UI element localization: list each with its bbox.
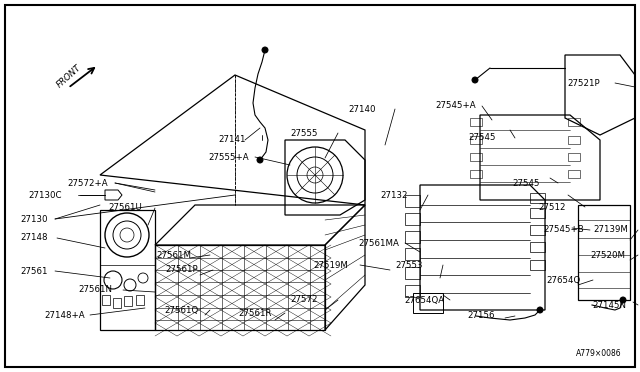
Text: 27555: 27555 — [290, 128, 317, 138]
Text: 27561Q: 27561Q — [164, 305, 198, 314]
Bar — [470, 136, 482, 144]
Text: 27140: 27140 — [348, 105, 376, 113]
Bar — [530, 260, 545, 270]
Bar — [405, 231, 420, 243]
Bar — [405, 248, 420, 260]
Text: 27130C: 27130C — [28, 190, 61, 199]
Text: 27561M: 27561M — [156, 250, 191, 260]
Text: 27139M: 27139M — [593, 225, 628, 234]
Text: 27520M: 27520M — [590, 250, 625, 260]
Text: 27145N: 27145N — [592, 301, 626, 310]
Bar — [568, 153, 580, 161]
Text: 27555+A: 27555+A — [208, 153, 248, 161]
Text: 27561N: 27561N — [78, 285, 112, 295]
Text: A779×0086: A779×0086 — [577, 349, 622, 358]
Bar — [102, 295, 110, 305]
Circle shape — [620, 297, 626, 303]
Text: 27141: 27141 — [218, 135, 246, 144]
Bar — [530, 208, 545, 218]
Bar — [405, 267, 420, 279]
Text: 27545+B: 27545+B — [543, 225, 584, 234]
Bar — [530, 225, 545, 235]
Bar — [530, 193, 545, 203]
Bar — [568, 118, 580, 126]
Text: 27148+A: 27148+A — [44, 311, 84, 320]
Bar — [405, 213, 420, 225]
Text: 27130: 27130 — [20, 215, 47, 224]
Bar — [413, 293, 443, 313]
Bar — [124, 296, 132, 306]
Text: 27572+A: 27572+A — [67, 179, 108, 187]
Bar — [405, 285, 420, 297]
Text: 27654Q: 27654Q — [546, 276, 580, 285]
Bar — [568, 136, 580, 144]
Text: 27561P: 27561P — [165, 266, 198, 275]
Text: 27654QA: 27654QA — [404, 295, 444, 305]
Text: FRONT: FRONT — [55, 63, 83, 89]
Text: 27561MA: 27561MA — [358, 238, 399, 247]
Text: 27561U: 27561U — [108, 203, 142, 212]
Circle shape — [472, 77, 478, 83]
Text: 27572: 27572 — [290, 295, 317, 305]
Bar — [530, 242, 545, 252]
Text: 27545+A: 27545+A — [435, 102, 476, 110]
Text: 27545: 27545 — [468, 134, 495, 142]
Bar — [568, 170, 580, 178]
Text: 27521P: 27521P — [567, 78, 600, 87]
Bar — [113, 298, 121, 308]
Text: 27156: 27156 — [467, 311, 495, 321]
Text: 27132: 27132 — [380, 190, 408, 199]
Text: 27519M: 27519M — [313, 260, 348, 269]
Text: 27561R: 27561R — [238, 308, 271, 317]
Bar — [470, 170, 482, 178]
Circle shape — [257, 157, 263, 163]
Bar — [470, 118, 482, 126]
Text: 27148: 27148 — [20, 234, 47, 243]
Text: 27553: 27553 — [395, 260, 422, 269]
Text: 27545: 27545 — [512, 179, 540, 187]
Text: 27561: 27561 — [20, 266, 47, 276]
Circle shape — [262, 47, 268, 53]
Bar — [470, 153, 482, 161]
Bar — [136, 295, 144, 305]
Bar — [405, 195, 420, 207]
Text: 27512: 27512 — [538, 202, 566, 212]
Circle shape — [537, 307, 543, 313]
